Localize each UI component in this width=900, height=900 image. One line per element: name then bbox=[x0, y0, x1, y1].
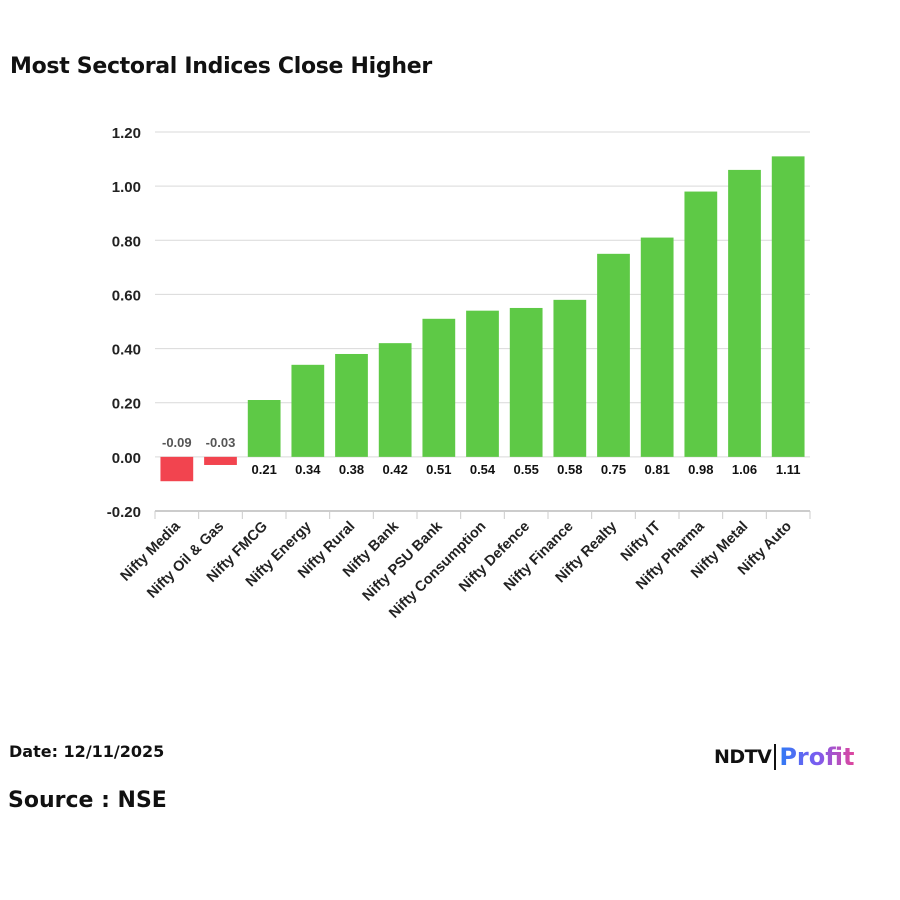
bar-value-label: 0.54 bbox=[470, 462, 496, 477]
bar bbox=[204, 456, 237, 465]
ndtv-profit-logo: NDTV Profit bbox=[714, 740, 855, 774]
y-tick-label: 1.00 bbox=[112, 179, 141, 196]
y-tick-label: 0.80 bbox=[112, 233, 141, 250]
logo-divider bbox=[774, 744, 777, 770]
bar bbox=[553, 299, 587, 457]
bar-value-label: 0.21 bbox=[252, 462, 277, 477]
bar-value-label: 0.55 bbox=[514, 462, 539, 477]
y-tick-label: 0.40 bbox=[112, 342, 141, 359]
bar bbox=[378, 343, 412, 457]
y-tick-label: 0.20 bbox=[112, 396, 141, 413]
y-tick-label: -0.20 bbox=[107, 504, 141, 521]
bar bbox=[247, 400, 281, 457]
date-label: Date: 12/11/2025 bbox=[9, 742, 165, 761]
bar-value-label: 0.38 bbox=[339, 462, 364, 477]
bar-value-label: 0.58 bbox=[557, 462, 582, 477]
bar-value-label: -0.03 bbox=[206, 435, 236, 450]
bar-value-label: -0.09 bbox=[162, 435, 192, 450]
bar-value-label: 0.81 bbox=[645, 462, 670, 477]
bar bbox=[466, 310, 499, 457]
y-tick-label: 1.20 bbox=[112, 125, 141, 142]
y-tick-label: 0.00 bbox=[112, 450, 141, 467]
source-label: Source : NSE bbox=[8, 788, 167, 813]
bar-value-label: 0.42 bbox=[383, 462, 408, 477]
logo-profit-text: Profit bbox=[779, 743, 855, 771]
bar bbox=[335, 353, 368, 457]
chart-title: Most Sectoral Indices Close Higher bbox=[10, 54, 432, 79]
bar bbox=[640, 237, 674, 457]
bar bbox=[684, 191, 718, 457]
x-category-label: Nifty PSU Bank bbox=[360, 518, 447, 605]
bar bbox=[597, 253, 630, 457]
bar-value-label: 0.51 bbox=[426, 462, 451, 477]
bar bbox=[160, 456, 194, 482]
bar-value-label: 1.11 bbox=[776, 462, 801, 477]
bar bbox=[509, 307, 543, 457]
bar-value-label: 0.75 bbox=[601, 462, 626, 477]
bar bbox=[291, 364, 325, 457]
bar bbox=[422, 318, 456, 457]
y-tick-label: 0.60 bbox=[112, 287, 141, 304]
bar bbox=[771, 156, 805, 457]
x-category-label: Nifty Oil & Gas bbox=[144, 519, 227, 602]
bar bbox=[728, 169, 761, 457]
logo-ndtv-text: NDTV bbox=[714, 746, 772, 768]
bar-value-label: 0.34 bbox=[295, 462, 321, 477]
bar-value-label: 0.98 bbox=[688, 462, 713, 477]
bar-value-label: 1.06 bbox=[732, 462, 757, 477]
